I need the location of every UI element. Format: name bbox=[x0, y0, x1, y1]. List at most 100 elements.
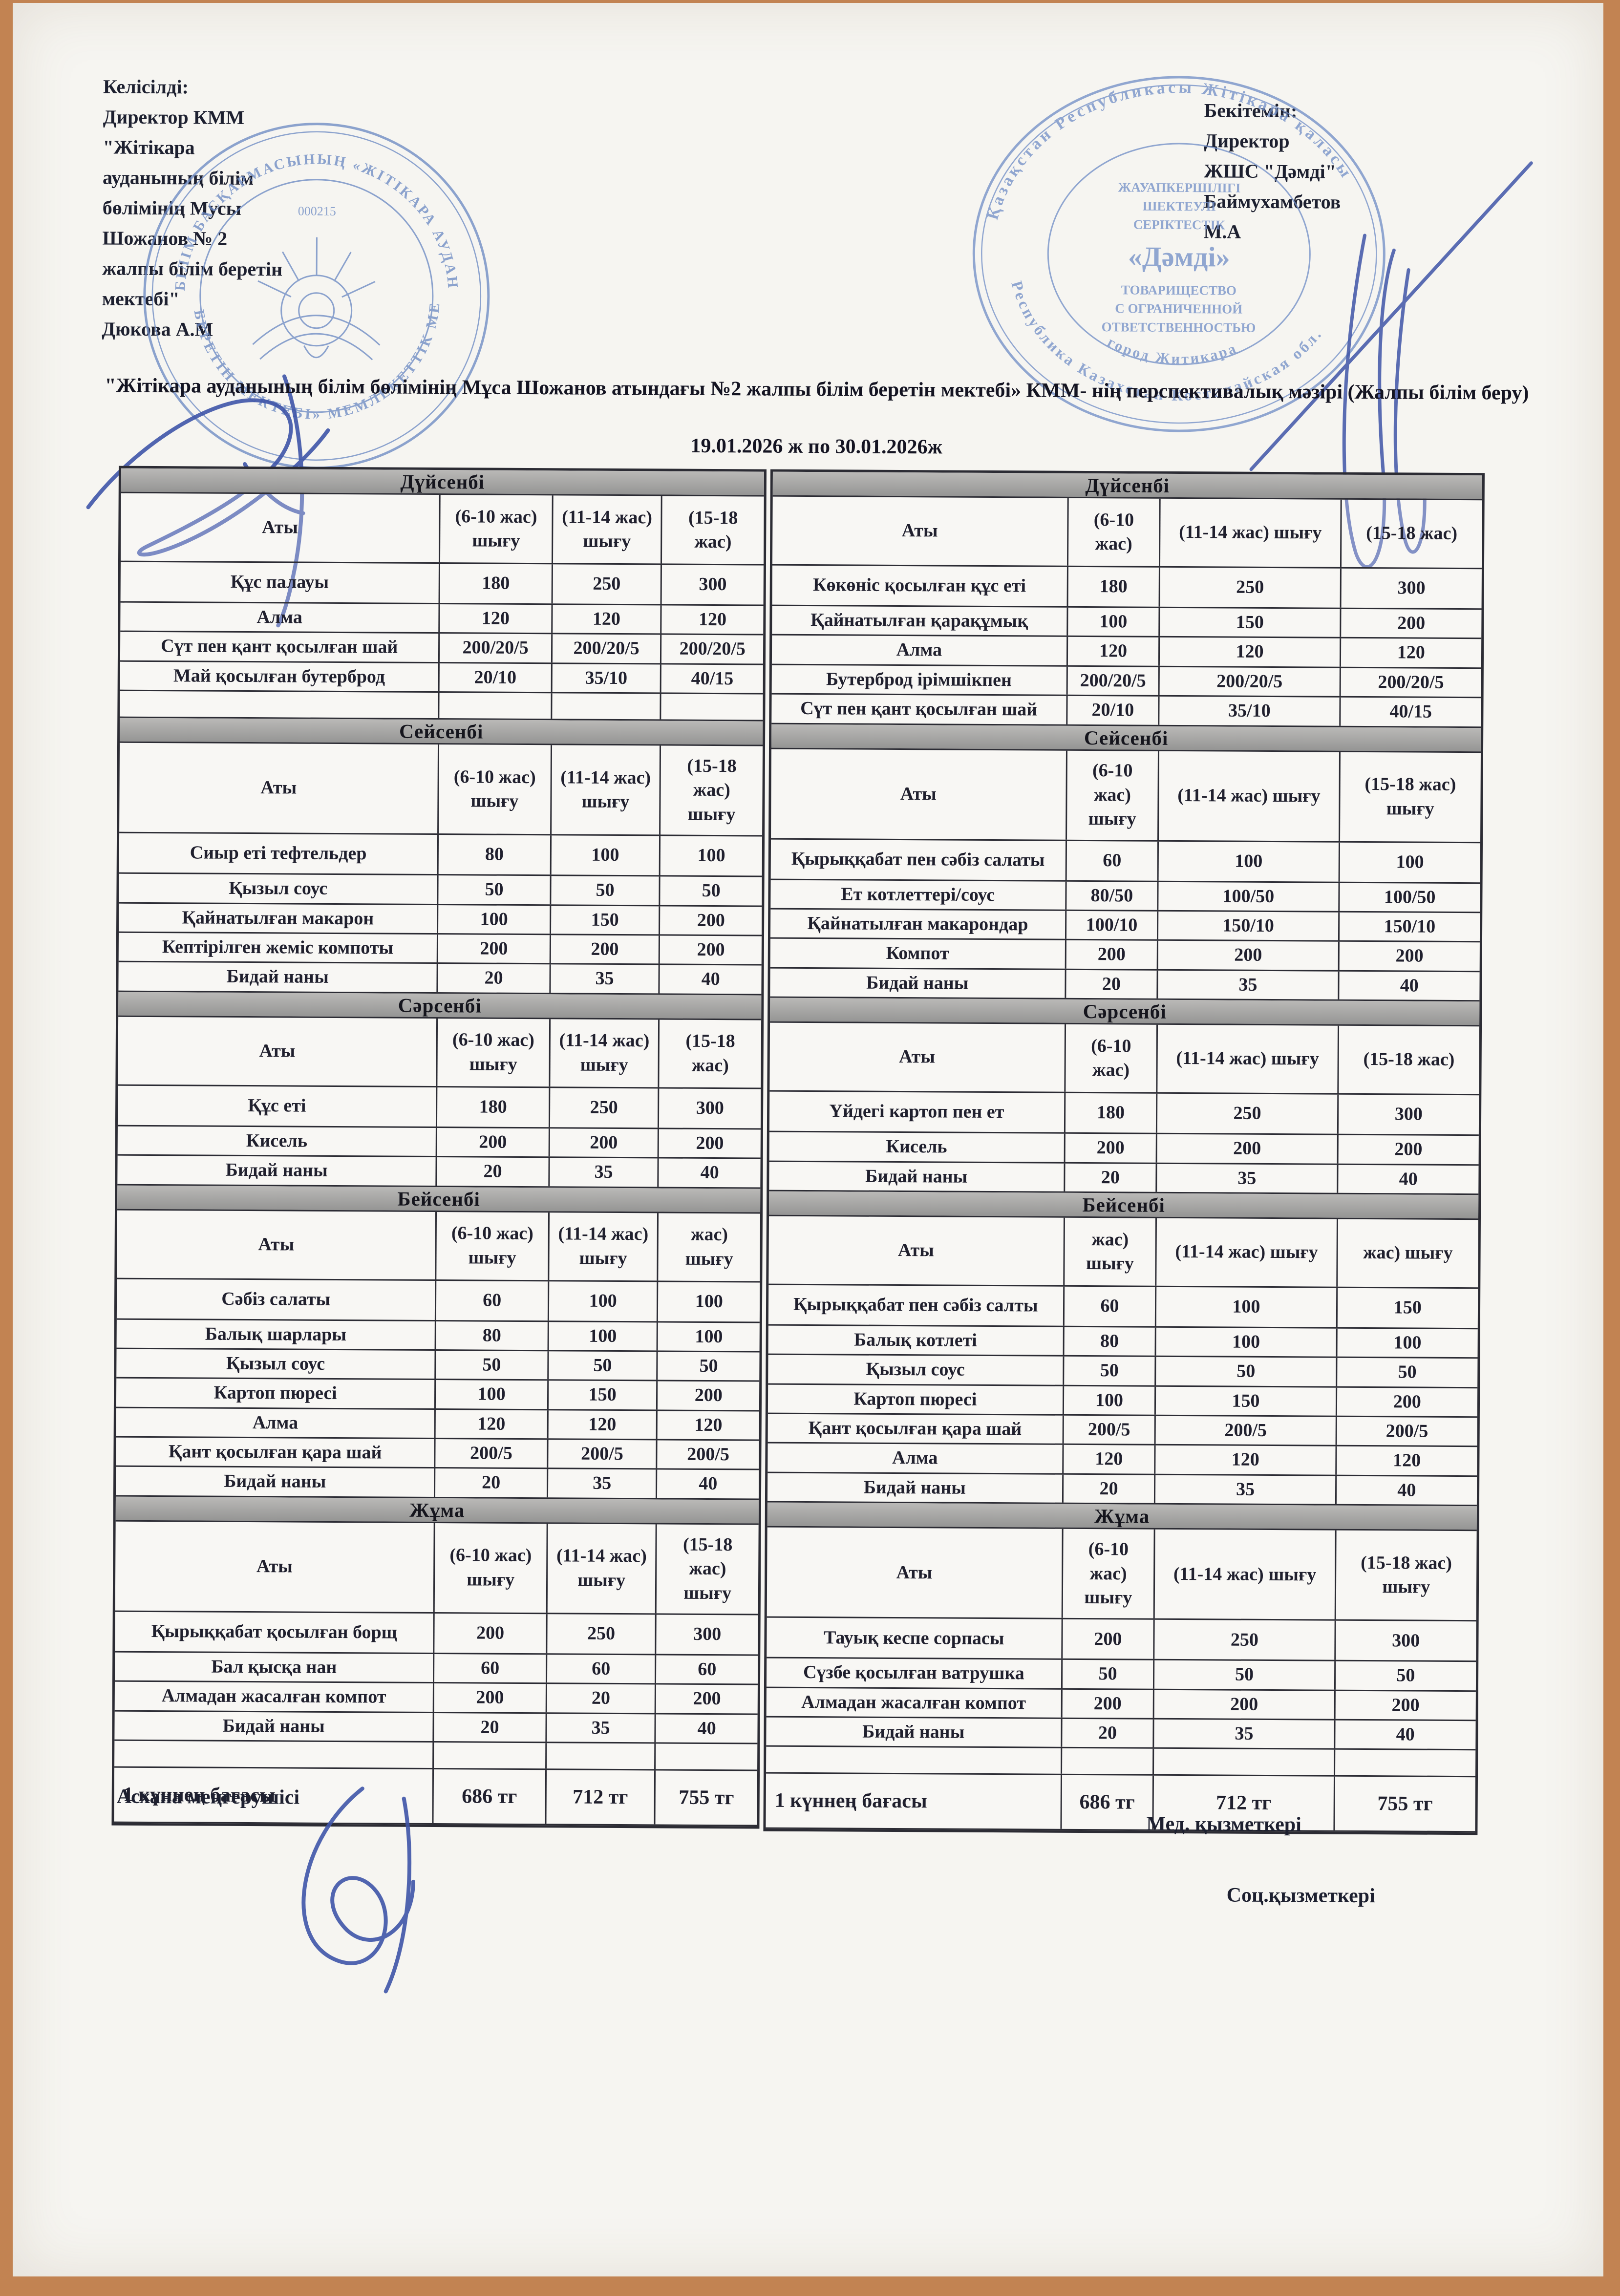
menu-item-name: Қырыққабат пен сәбіз салты bbox=[793, 1294, 1038, 1316]
table-row: Қайнатылған макарондар 100/10 150/10 150/10 bbox=[770, 909, 1480, 943]
menu-item-value: 200/20/5 bbox=[1066, 666, 1159, 695]
menu-item-value: 200 bbox=[658, 1129, 761, 1158]
column-header-value: жас) шығу bbox=[1063, 1217, 1156, 1286]
day-section: Дүйсенбі Аты (6-10 жас) (11-14 жас) шығу (15… bbox=[771, 471, 1482, 728]
column-header-name: Аты bbox=[901, 520, 938, 541]
column-header-name: Аты bbox=[256, 1556, 293, 1577]
daily-price-value: 686 тг bbox=[1060, 1775, 1153, 1830]
menu-item-value: 200 bbox=[1337, 1135, 1479, 1164]
menu-item-value bbox=[660, 694, 763, 720]
menu-item-value: 40 bbox=[1336, 1165, 1479, 1194]
menu-item-value bbox=[654, 1743, 758, 1770]
menu-item-value: 120 bbox=[1339, 638, 1482, 668]
menu-item-name bbox=[114, 1741, 433, 1768]
menu-item-name: Бидай наны bbox=[863, 1477, 966, 1498]
day-header: Бейсенбі bbox=[768, 1191, 1479, 1220]
column-header-name: Аты bbox=[896, 1562, 933, 1583]
menu-item-name: Үйдегі картоп пен ет bbox=[829, 1101, 1004, 1123]
menu-item-value: 200/20/5 bbox=[1158, 667, 1340, 696]
menu-item-value: 250 bbox=[551, 564, 661, 604]
menu-item-value: 100 bbox=[659, 836, 763, 876]
menu-item-value: 200/5 bbox=[546, 1440, 657, 1468]
table-row: Құс еті 180 250 300 bbox=[117, 1085, 761, 1130]
table-row: Балық шарлары 80 100 100 bbox=[116, 1319, 760, 1353]
menu-item-value bbox=[1152, 1749, 1334, 1776]
menu-item-value: 120 bbox=[1158, 638, 1340, 667]
menu-item-name: Алмадан жасалған компот bbox=[161, 1685, 386, 1707]
column-header-value: (15-18 жас) шығу bbox=[659, 745, 763, 835]
menu-item-value: 200 bbox=[1152, 1690, 1334, 1719]
column-header-value: (6-10 жас) шығу bbox=[439, 495, 552, 563]
column-header-value: (6-10 жас) bbox=[1066, 498, 1160, 566]
menu-item-value: 100 bbox=[1157, 841, 1339, 882]
menu-item-name: Көкөніс қосылған құс еті bbox=[812, 574, 1026, 596]
column-header-name: Аты bbox=[260, 777, 297, 799]
menu-item-value: 120 bbox=[656, 1411, 759, 1440]
table-row: Аты (6-10 жас) шығу (11-14 жас) шығу (15-18… bbox=[118, 1017, 762, 1089]
menu-item-value: 200/5 bbox=[1335, 1417, 1477, 1446]
menu-item-value: 200 bbox=[433, 1683, 546, 1712]
menu-item-name: Бидай наны bbox=[226, 966, 329, 988]
table-row: Аты (6-10 жас) шығу (11-14 жас) шығу жас) ш… bbox=[117, 1210, 761, 1283]
menu-item-value: 200 bbox=[659, 906, 762, 935]
menu-item-value: 150/10 bbox=[1157, 911, 1338, 941]
date-range: 19.01.2026 ж по 30.01.2026ж bbox=[690, 434, 943, 459]
table-row: Бидай наны 20 35 40 bbox=[769, 1162, 1479, 1195]
table-row: Бидай наны 20 35 40 bbox=[766, 1717, 1476, 1751]
menu-item-value: 40 bbox=[654, 1714, 758, 1743]
menu-item-value: 100 bbox=[1336, 1328, 1478, 1358]
menu-item-value: 100 bbox=[437, 905, 550, 934]
menu-item-value: 200 bbox=[1334, 1691, 1476, 1720]
menu-item-value: 120 bbox=[1062, 1445, 1154, 1474]
daily-price-name: 1 күннең бағасы bbox=[774, 1789, 927, 1813]
column-header-value: (15-18 жас) шығу bbox=[1338, 752, 1481, 842]
column-header-name: Аты bbox=[898, 1046, 936, 1067]
table-row: Қызыл соус 50 50 50 bbox=[116, 1349, 760, 1382]
daily-price-value: 686 тг bbox=[432, 1769, 545, 1824]
table-row: Алма 120 120 120 bbox=[771, 636, 1482, 669]
menu-item-value: 40 bbox=[656, 1469, 759, 1499]
menu-item-name: Алма bbox=[896, 639, 942, 660]
menu-item-value: 50 bbox=[547, 1351, 657, 1380]
menu-item-name: Бидай наны bbox=[866, 972, 969, 994]
day-header: Сәрсенбі bbox=[770, 998, 1480, 1027]
table-row: Бидай наны 20 35 40 bbox=[117, 1155, 761, 1189]
table-row: Қант қосылған қара шай 200/5 200/5 200/5 bbox=[767, 1414, 1477, 1447]
column-header-value: (6-10 жас) шығу bbox=[433, 1523, 547, 1613]
menu-item-value: 100 bbox=[1155, 1287, 1336, 1327]
menu-item-name: Қызыл соус bbox=[866, 1359, 965, 1381]
menu-item-value: 120 bbox=[547, 1410, 657, 1439]
table-row: Аты (6-10 жас) (11-14 жас) шығу (15-18 жас) bbox=[769, 1022, 1480, 1096]
day-header: Сәрсенбі bbox=[118, 992, 762, 1020]
menu-item-value: 50 bbox=[656, 1352, 760, 1381]
menu-item-value: 50 bbox=[437, 875, 550, 904]
table-row: Бал қысқа нан 60 60 60 bbox=[114, 1652, 758, 1685]
table-row bbox=[120, 691, 763, 722]
menu-item-name: Бидай наны bbox=[862, 1721, 965, 1743]
menu-item-value: 120 bbox=[438, 604, 552, 633]
table-row: Сәбіз салаты 60 100 100 bbox=[116, 1279, 760, 1323]
table-row: Қызыл соус 50 50 50 bbox=[768, 1355, 1478, 1388]
table-row: Компот 200 200 200 bbox=[770, 938, 1480, 972]
column-header-name: Аты bbox=[262, 517, 298, 538]
menu-item-value: 200/5 bbox=[434, 1439, 547, 1468]
menu-item-name: Қырыққабат пен сәбіз салаты bbox=[791, 848, 1045, 871]
menu-item-value: 20 bbox=[432, 1713, 546, 1742]
table-row: Қырыққабат пен сәбіз салаты 60 100 100 bbox=[770, 839, 1481, 884]
column-header-name: Аты bbox=[259, 1041, 296, 1062]
menu-item-value: 40 bbox=[1333, 1720, 1476, 1749]
table-row: Кисель 200 200 200 bbox=[117, 1126, 761, 1159]
menu-item-value: 200 bbox=[1061, 1619, 1154, 1659]
menu-item-value bbox=[545, 1743, 655, 1769]
menu-item-value: 80 bbox=[1063, 1327, 1155, 1356]
table-row: Ет котлеттері/соус 80/50 100/50 100/50 bbox=[770, 880, 1480, 914]
day-section: Бейсенбі Аты жас) шығу (11-14 жас) шығу жас)… bbox=[767, 1191, 1479, 1507]
column-header-value: (11-14 жас) шығу bbox=[546, 1524, 656, 1614]
menu-item-value: 150 bbox=[1154, 1386, 1336, 1416]
menu-item-value bbox=[1060, 1748, 1153, 1775]
column-header-value: жас) шығу bbox=[657, 1212, 760, 1281]
column-header-value: (15-18 жас) bbox=[661, 496, 764, 564]
menu-item-value: 40/15 bbox=[660, 664, 763, 693]
menu-item-value: 80 bbox=[437, 835, 550, 875]
table-row: Бидай наны 20 35 40 bbox=[767, 1473, 1477, 1507]
